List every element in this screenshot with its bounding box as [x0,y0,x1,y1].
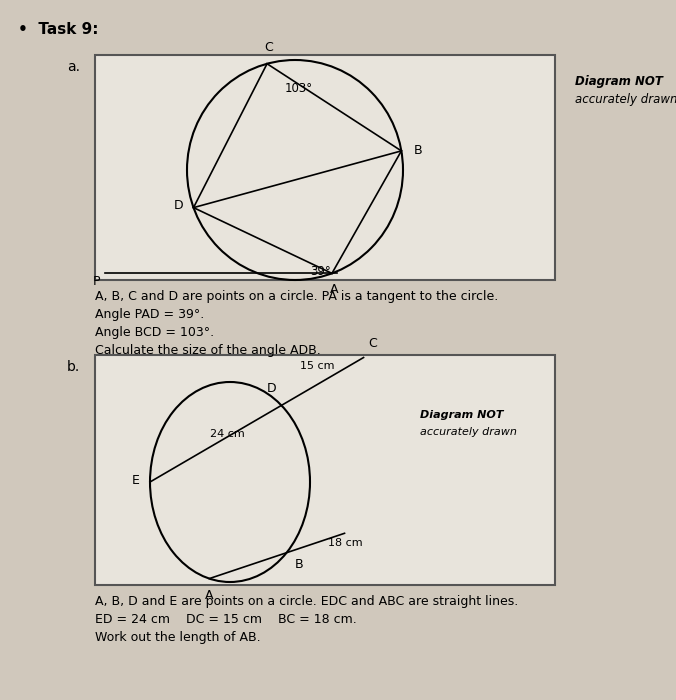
Text: A, B, D and E are points on a circle. EDC and ABC are straight lines.: A, B, D and E are points on a circle. ED… [95,595,518,608]
Text: accurately drawn: accurately drawn [420,427,517,437]
Text: Diagram NOT: Diagram NOT [420,410,504,420]
Text: Calculate the size of the angle ADB.: Calculate the size of the angle ADB. [95,344,320,357]
Text: 39°: 39° [310,265,331,279]
Text: A: A [330,284,338,296]
Text: E: E [132,473,140,486]
Text: 103°: 103° [285,82,313,94]
Text: B: B [295,558,304,570]
Text: accurately drawn: accurately drawn [575,93,676,106]
Text: D: D [174,199,183,212]
Text: 24 cm: 24 cm [210,428,245,439]
Text: 15 cm: 15 cm [300,361,335,372]
Text: B: B [413,144,422,158]
Bar [95,355,555,585]
Text: C: C [368,337,377,349]
Text: ED = 24 cm    DC = 15 cm    BC = 18 cm.: ED = 24 cm DC = 15 cm BC = 18 cm. [95,613,357,626]
Text: Angle BCD = 103°.: Angle BCD = 103°. [95,326,214,339]
Text: A: A [205,589,214,601]
Text: Diagram NOT: Diagram NOT [575,75,663,88]
Text: 18 cm: 18 cm [328,538,362,548]
Text: P: P [93,275,100,288]
Text: •  Task 9:: • Task 9: [18,22,99,37]
Bar [95,55,555,280]
Text: C: C [265,41,273,54]
Text: A, B, C and D are points on a circle. PA is a tangent to the circle.: A, B, C and D are points on a circle. PA… [95,290,498,303]
Text: a.: a. [67,60,80,74]
Text: Work out the length of AB.: Work out the length of AB. [95,631,261,644]
Text: b.: b. [67,360,80,374]
Text: Angle PAD = 39°.: Angle PAD = 39°. [95,308,204,321]
Text: D: D [267,382,276,396]
